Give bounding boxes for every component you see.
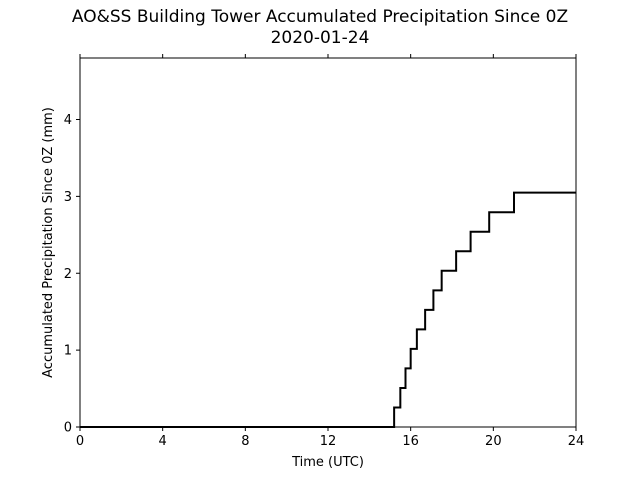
x-axis-label: Time (UTC) (291, 455, 364, 470)
x-tick-label: 4 (159, 434, 167, 449)
x-tick-label: 20 (485, 434, 502, 449)
y-tick-label: 1 (64, 344, 72, 359)
precipitation-step-line (80, 191, 576, 428)
y-tick-label: 4 (64, 113, 72, 128)
x-tick-label: 16 (402, 434, 419, 449)
y-tick-label: 2 (64, 267, 72, 282)
chart-subtitle: 2020-01-24 (270, 28, 370, 48)
y-tick-label: 0 (64, 421, 72, 436)
y-tick-label: 3 (64, 190, 72, 205)
plot-area (80, 58, 576, 427)
x-tick-label: 12 (320, 434, 337, 449)
x-tick-label: 8 (241, 434, 249, 449)
x-tick-label: 24 (568, 434, 585, 449)
y-axis-label: Accumulated Precipitation Since 0Z (mm) (41, 107, 56, 378)
chart-title: AO&SS Building Tower Accumulated Precipi… (71, 7, 569, 27)
x-tick-label: 0 (76, 434, 84, 449)
